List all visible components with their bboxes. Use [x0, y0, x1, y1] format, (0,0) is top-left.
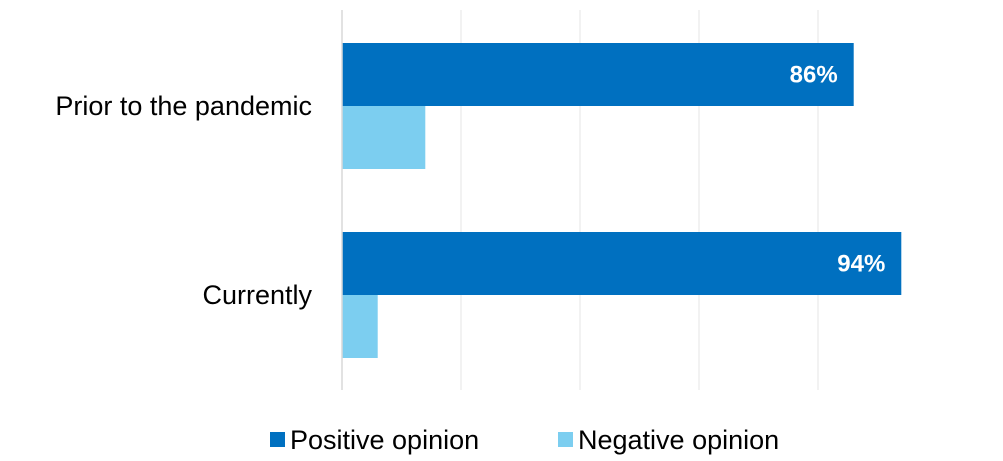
legend-swatch-positive-opinion	[270, 432, 285, 447]
legend: Positive opinion Negative opinion	[270, 425, 779, 455]
bar-negative-opinion-2	[342, 295, 378, 358]
bar-positive-opinion-1	[342, 43, 854, 106]
data-label-positive-opinion-2: 94%	[837, 251, 885, 278]
legend-label-negative-opinion: Negative opinion	[578, 425, 779, 455]
data-labels: 86% 94%	[790, 62, 886, 278]
legend-swatch-negative-opinion	[558, 432, 573, 447]
category-label-1: Prior to the pandemic	[55, 91, 312, 121]
category-label-2: Currently	[202, 280, 312, 310]
data-label-positive-opinion-1: 86%	[790, 62, 838, 89]
bar-positive-opinion-2	[342, 232, 902, 295]
category-labels: Prior to the pandemic Currently	[55, 91, 312, 310]
legend-label-positive-opinion: Positive opinion	[290, 425, 479, 455]
bars	[342, 43, 902, 358]
bar-negative-opinion-1	[342, 106, 426, 169]
